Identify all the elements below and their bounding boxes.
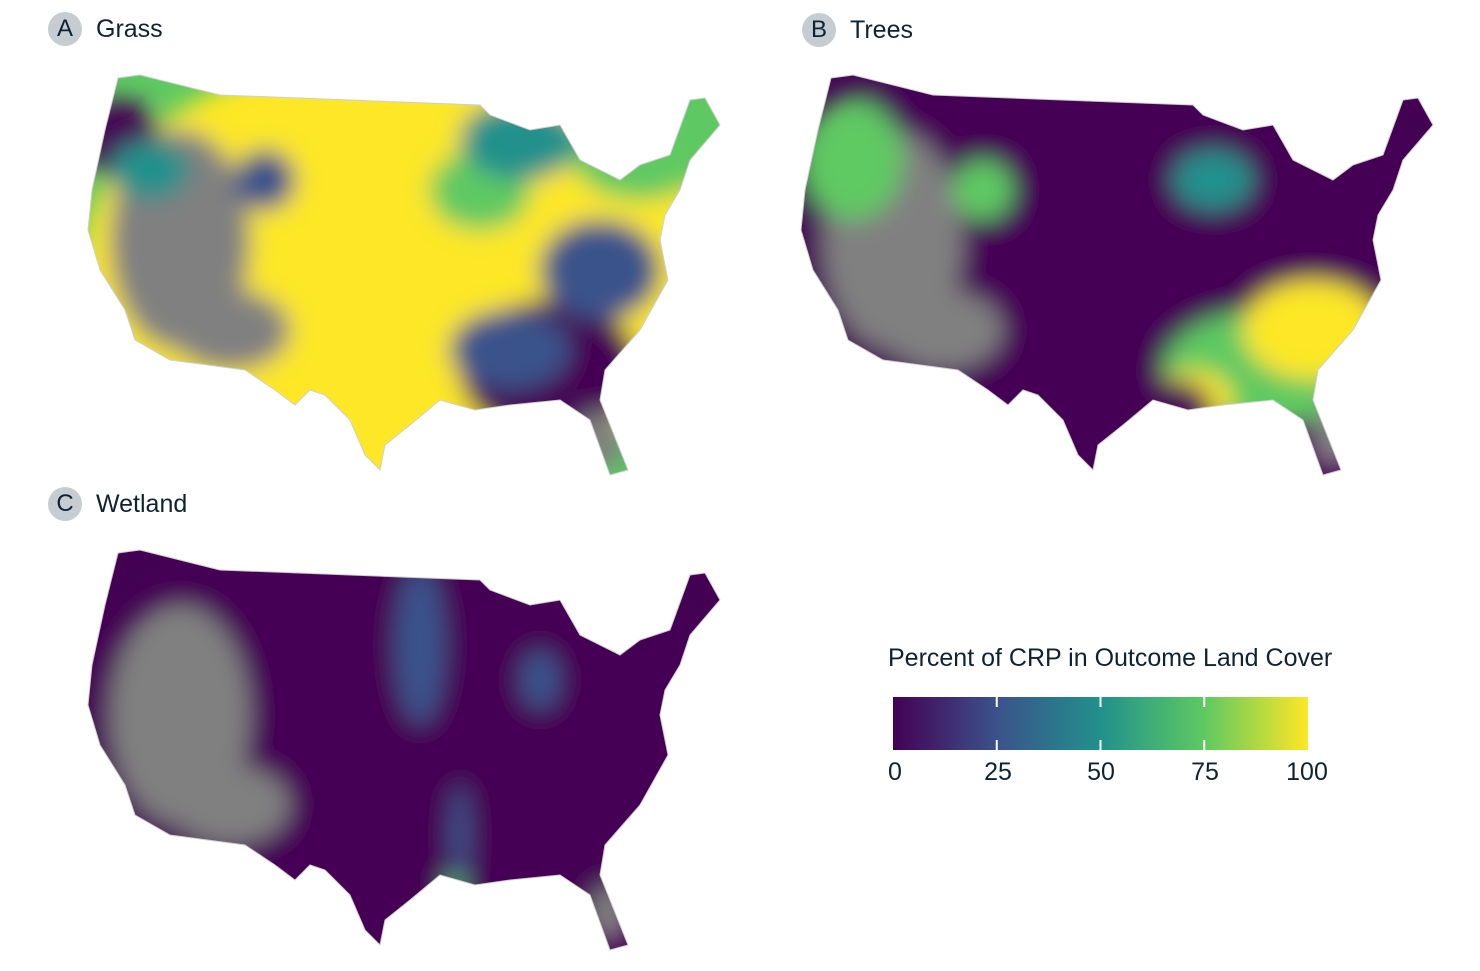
- panel-a-label: A Grass: [48, 12, 163, 46]
- map-region: [450, 785, 470, 885]
- map-region: [803, 100, 903, 220]
- map-counties: [801, 75, 1433, 475]
- legend-tick-25: 25: [984, 758, 1012, 786]
- map-counties: [88, 550, 720, 950]
- map-region: [1173, 150, 1253, 210]
- map-region: [540, 220, 660, 320]
- map-region: [1308, 410, 1358, 470]
- wetland-map: [87, 549, 721, 951]
- panel-a-title: Grass: [96, 14, 163, 43]
- map-region: [170, 765, 290, 845]
- us-outline: [87, 74, 721, 476]
- legend-tick-50: 50: [1087, 758, 1115, 786]
- map-region: [235, 150, 295, 210]
- panel-b-title: Trees: [850, 15, 913, 44]
- map-region: [395, 565, 445, 725]
- legend-colorbar: [893, 697, 1308, 750]
- panel-a-badge: A: [48, 12, 82, 46]
- panel-c-badge: C: [48, 487, 82, 521]
- legend-title: Percent of CRP in Outcome Land Cover: [888, 644, 1333, 672]
- panel-c-label: C Wetland: [48, 487, 187, 521]
- map-counties: [88, 75, 720, 475]
- map-region: [460, 100, 580, 180]
- legend-tick-0: 0: [888, 758, 902, 786]
- map-region: [575, 410, 625, 470]
- us-outline: [800, 74, 1434, 476]
- map-region: [445, 875, 465, 895]
- map-region: [953, 160, 1013, 220]
- map-region: [520, 650, 560, 710]
- map-region: [1133, 380, 1213, 440]
- map-region: [110, 140, 190, 200]
- legend-tick-75: 75: [1191, 758, 1219, 786]
- panel-c-title: Wetland: [96, 489, 188, 518]
- legend-tick-100: 100: [1286, 758, 1328, 786]
- map-region: [570, 100, 710, 200]
- map-region: [450, 310, 570, 390]
- trees-map: [800, 74, 1434, 476]
- us-outline: [87, 549, 721, 951]
- map-region: [1243, 280, 1383, 380]
- map-region: [883, 290, 1003, 370]
- panel-b-label: B Trees: [802, 13, 913, 47]
- map-region: [170, 290, 290, 370]
- panel-b-badge: B: [802, 13, 836, 47]
- grass-map: [87, 74, 721, 476]
